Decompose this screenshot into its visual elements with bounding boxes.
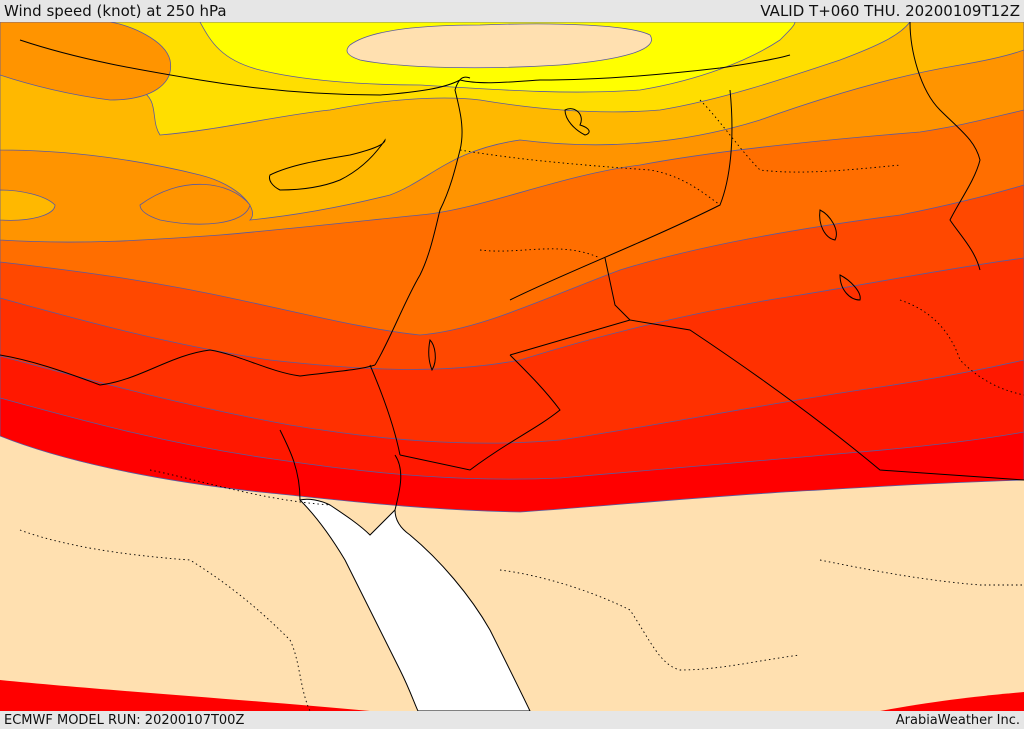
band-lightest-north [346,23,652,69]
coast-lake-east-1 [819,209,837,241]
coastlines [0,39,861,511]
border-solid-4 [399,354,561,471]
coast-levant [374,76,471,366]
band-orange-northwest [0,22,172,101]
band-amber-patch-west [0,189,56,221]
footer-bar: ECMWF MODEL RUN: 20200107T00Z ArabiaWeat… [0,711,1024,729]
coast-caspian-lake [564,108,590,136]
border-5 [499,569,801,671]
coast-anatolia [19,39,791,96]
credit: ArabiaWeather Inc. [895,712,1020,728]
border-1 [459,149,721,206]
border-solid-2 [509,319,1024,481]
border-7 [899,299,1024,396]
border-solid-6 [909,22,981,271]
band-red-southwest [0,680,370,711]
band-red-southeast [880,692,1024,711]
header-bar: Wind speed (knot) at 250 hPa VALID T+060… [0,0,1024,22]
coast-sinai [279,429,402,511]
model-run: ECMWF MODEL RUN: 20200107T00Z [4,712,245,728]
border-solid-3 [604,257,631,321]
map-title: Wind speed (knot) at 250 hPa [4,2,227,20]
valid-time: VALID T+060 THU. 20200109T12Z [760,2,1020,20]
border-solid-5 [369,364,401,456]
border-3 [149,469,331,506]
coast-lake-east-2 [839,274,861,301]
wind-speed-map[interactable] [0,22,1024,711]
border-4 [19,529,311,711]
red-sea [299,498,531,711]
map-svg [0,22,1024,711]
band-orange-patch-mid [139,183,251,225]
borders [19,99,1024,711]
coast-dead-sea [428,338,436,372]
coast-cyprus [269,138,386,191]
border-solid-1 [509,89,733,301]
coast-north-africa [0,349,376,386]
solid-borders [369,22,1024,481]
